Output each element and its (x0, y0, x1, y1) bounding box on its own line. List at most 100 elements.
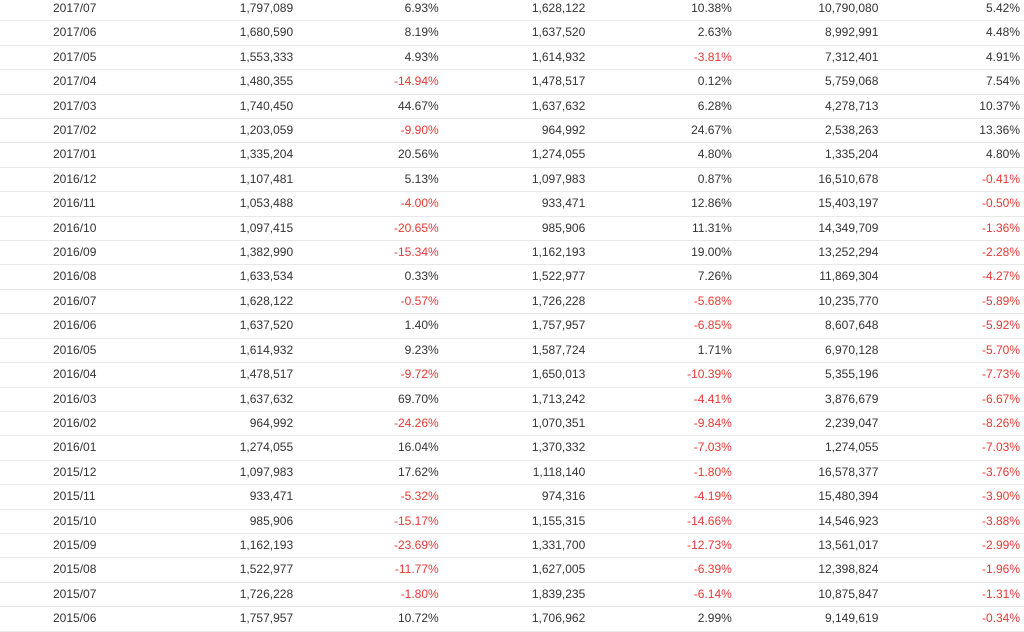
period-cell: 2016/06 (53, 318, 97, 333)
cumulative-change-cell: -1.36% (981, 220, 1020, 235)
cumulative-value-cell: 7,312,401 (824, 49, 879, 64)
cumulative-change-cell: -8.26% (981, 415, 1020, 430)
compare-value-cell: 1,627,005 (531, 562, 586, 577)
change-cell: -20.65% (393, 220, 439, 235)
period-cell: 2016/10 (53, 220, 97, 235)
change-cell: 4.93% (404, 49, 439, 64)
change-cell: -15.17% (393, 513, 439, 528)
cumulative-value-cell: 13,252,294 (818, 245, 879, 260)
value-cell: 1,628,122 (239, 293, 294, 308)
value-cell: 1,097,415 (239, 220, 294, 235)
compare-value-cell: 1,370,332 (531, 440, 586, 455)
cumulative-value-cell: 2,239,047 (824, 415, 879, 430)
cumulative-value-cell: 15,403,197 (818, 196, 879, 211)
compare-change-cell: -6.39% (693, 562, 732, 577)
change-cell: -11.77% (394, 562, 439, 577)
cumulative-value-cell: 5,759,068 (824, 74, 879, 89)
period-cell: 2016/02 (53, 415, 97, 430)
change-cell: -15.34% (393, 245, 439, 260)
value-cell: 1,107,481 (239, 171, 294, 186)
change-cell: -9.72% (400, 367, 439, 382)
period-cell: 2017/07 (53, 1, 97, 15)
compare-change-cell: 12.86% (691, 196, 732, 211)
cumulative-change-cell: 4.91% (985, 49, 1020, 64)
value-cell: 1,553,333 (239, 49, 294, 64)
compare-change-cell: -14.66% (687, 513, 732, 528)
compare-change-cell: 10.38% (691, 1, 732, 15)
value-cell: 1,382,990 (239, 245, 294, 260)
cumulative-change-cell: 7.54% (985, 74, 1020, 89)
compare-change-cell: -1.80% (693, 464, 732, 479)
cumulative-change-cell: -5.70% (981, 342, 1020, 357)
change-cell: 8.19% (404, 25, 439, 40)
change-cell: -4.00% (400, 196, 439, 211)
period-cell: 2015/12 (53, 464, 97, 479)
cumulative-change-cell: -3.90% (981, 489, 1020, 504)
compare-change-cell: -6.85% (693, 318, 732, 333)
period-cell: 2016/11 (53, 196, 96, 211)
value-cell: 964,992 (249, 415, 294, 430)
compare-value-cell: 1,839,235 (531, 586, 586, 601)
change-cell: -9.90% (400, 123, 439, 138)
cumulative-value-cell: 8,992,991 (824, 25, 879, 40)
compare-change-cell: -4.19% (693, 489, 732, 504)
cumulative-change-cell: -3.88% (981, 513, 1020, 528)
period-cell: 2016/07 (53, 293, 97, 308)
table-row: 2016/11 1,053,488 -4.00% 933,471 12.86% 15,40… (0, 192, 1024, 217)
change-cell: -24.26% (393, 415, 439, 430)
cumulative-change-cell: 13.36% (979, 123, 1020, 138)
compare-value-cell: 1,274,055 (531, 147, 586, 162)
compare-value-cell: 1,726,228 (531, 293, 586, 308)
period-cell: 2017/03 (53, 98, 97, 113)
table-row: 2016/08 1,633,534 0.33% 1,522,977 7.26% 11,86… (0, 265, 1024, 290)
change-cell: -14.94% (393, 74, 439, 89)
compare-change-cell: -7.03% (693, 440, 732, 455)
compare-change-cell: -6.14% (693, 586, 732, 601)
value-cell: 1,614,932 (239, 342, 294, 357)
change-cell: 5.13% (404, 171, 439, 186)
change-cell: 10.72% (397, 611, 439, 626)
period-cell: 2016/08 (53, 269, 97, 284)
period-cell: 2017/05 (53, 49, 97, 64)
period-cell: 2016/04 (53, 367, 97, 382)
table-row: 2016/03 1,637,632 69.70% 1,713,242 -4.41% 3,8… (0, 387, 1024, 412)
value-cell: 1,757,957 (239, 611, 294, 626)
compare-change-cell: 11.31% (692, 220, 732, 235)
cumulative-value-cell: 1,274,055 (824, 440, 879, 455)
value-cell: 1,680,590 (239, 25, 294, 40)
compare-value-cell: 1,162,193 (531, 245, 586, 260)
cumulative-value-cell: 9,149,619 (824, 611, 879, 626)
table-row: 2015/11 933,471 -5.32% 974,316 -4.19% 15,480,… (0, 485, 1024, 510)
compare-value-cell: 1,155,315 (531, 513, 586, 528)
compare-value-cell: 1,628,122 (531, 1, 586, 15)
table-row: 2016/10 1,097,415 -20.65% 985,906 11.31% 14,3… (0, 216, 1024, 241)
cumulative-change-cell: 5.42% (985, 1, 1020, 15)
table-row: 2016/04 1,478,517 -9.72% 1,650,013 -10.39% 5,… (0, 363, 1024, 387)
table-row: 2017/01 1,335,204 20.56% 1,274,055 4.80% 1,33… (0, 143, 1024, 168)
table-row: 2017/07 1,797,089 6.93% 1,628,122 10.38% 10,7… (0, 0, 1024, 21)
compare-change-cell: 0.87% (697, 171, 732, 186)
cumulative-change-cell: -2.28% (981, 245, 1020, 260)
value-cell: 985,906 (249, 513, 294, 528)
period-cell: 2017/01 (53, 147, 97, 162)
value-cell: 1,203,059 (239, 123, 294, 138)
change-cell: 9.23% (404, 342, 439, 357)
period-cell: 2016/05 (53, 342, 97, 357)
value-cell: 1,478,517 (239, 367, 294, 382)
period-cell: 2015/08 (53, 562, 97, 577)
change-cell: -5.32% (400, 489, 439, 504)
table-row: 2015/07 1,726,228 -1.80% 1,839,235 -6.14% 10,… (0, 582, 1024, 607)
table-row: 2016/02 964,992 -24.26% 1,070,351 -9.84% 2,23… (0, 411, 1024, 436)
compare-value-cell: 964,992 (541, 123, 586, 138)
period-cell: 2017/02 (53, 123, 97, 138)
cumulative-change-cell: -7.03% (981, 440, 1020, 455)
compare-value-cell: 1,757,957 (531, 318, 586, 333)
cumulative-value-cell: 5,355,196 (824, 367, 879, 382)
compare-value-cell: 933,471 (541, 196, 586, 211)
cumulative-change-cell: -0.41% (981, 171, 1020, 186)
compare-change-cell: 1.71% (697, 342, 732, 357)
table-row: 2017/06 1,680,590 8.19% 1,637,520 2.63% 8,992… (0, 21, 1024, 46)
value-cell: 1,480,355 (239, 74, 294, 89)
value-cell: 1,335,204 (239, 147, 294, 162)
cumulative-value-cell: 13,561,017 (818, 537, 879, 552)
